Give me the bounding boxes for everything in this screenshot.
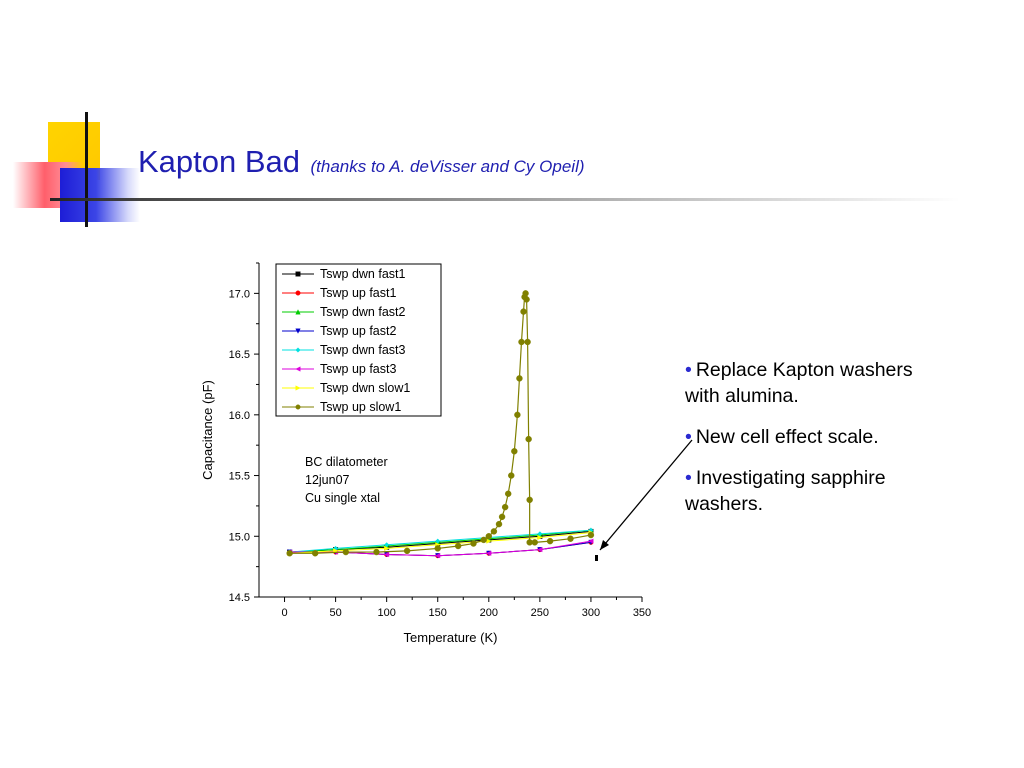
- bullet-item: • New cell effect scale.: [685, 424, 945, 450]
- x-tick-label: 350: [633, 607, 651, 619]
- data-point: [498, 513, 506, 521]
- y-tick-label: 15.0: [229, 531, 250, 543]
- legend-label: Tswp up fast1: [320, 286, 396, 300]
- data-point: [295, 309, 301, 315]
- decorative-vertical-line: [85, 112, 88, 227]
- slide-title: Kapton Bad (thanks to A. deVisser and Cy…: [138, 144, 585, 180]
- chart-annotation: Cu single xtal: [305, 491, 380, 505]
- data-point: [501, 503, 509, 511]
- series-tswp-dwn-slow1: [287, 530, 594, 556]
- data-point: [295, 347, 301, 353]
- x-tick-label: 0: [281, 607, 287, 619]
- data-point: [526, 496, 533, 504]
- data-point: [485, 533, 492, 540]
- data-point: [524, 338, 531, 346]
- data-point: [383, 551, 390, 558]
- data-point: [295, 366, 301, 372]
- data-point: [525, 435, 532, 443]
- data-point: [523, 296, 530, 303]
- data-point: [434, 545, 441, 552]
- data-point: [373, 548, 380, 556]
- y-tick-label: 16.0: [229, 410, 250, 422]
- slide-title-main: Kapton Bad: [138, 144, 301, 179]
- slide-title-note: (thanks to A. deVisser and Cy Opeil): [310, 157, 585, 176]
- data-point: [587, 531, 595, 539]
- data-point: [286, 550, 293, 557]
- bullet-icon: •: [685, 467, 692, 489]
- legend-label: Tswp up slow1: [320, 400, 401, 414]
- bullet-text: Replace Kapton washers with alumina.: [685, 359, 913, 407]
- bullet-item: • Investigating sapphire washers.: [685, 465, 945, 517]
- x-tick-label: 250: [531, 607, 549, 619]
- data-point: [486, 550, 492, 556]
- data-point: [588, 538, 594, 544]
- data-point: [511, 448, 518, 455]
- x-tick-label: 200: [480, 607, 498, 619]
- data-point: [537, 534, 543, 541]
- legend-label: Tswp up fast2: [320, 324, 396, 338]
- data-point: [518, 338, 525, 346]
- data-point: [520, 308, 527, 315]
- data-point: [295, 385, 301, 391]
- chart-annotation: 12jun07: [305, 473, 350, 487]
- title-underline: [50, 198, 960, 201]
- legend-label: Tswp up fast3: [320, 362, 396, 376]
- data-point: [384, 545, 390, 552]
- y-tick-label: 16.5: [229, 349, 250, 361]
- legend-label: Tswp dwn slow1: [320, 381, 410, 395]
- data-point: [537, 547, 543, 553]
- series-tswp-up-slow1: [286, 290, 595, 557]
- bullet-text: Investigating sapphire washers.: [685, 467, 886, 515]
- y-tick-label: 15.5: [229, 471, 250, 483]
- data-point: [490, 528, 498, 535]
- pointer-arrow-line: [599, 439, 693, 551]
- chart-annotation: BC dilatometer: [305, 455, 388, 469]
- data-point: [508, 472, 515, 479]
- x-tick-label: 300: [582, 607, 600, 619]
- legend-box: [275, 263, 442, 417]
- data-point: [567, 535, 574, 542]
- data-point: [295, 328, 301, 334]
- data-point: [505, 490, 512, 497]
- bullet-icon: •: [685, 426, 692, 448]
- data-point: [342, 548, 350, 556]
- series-line: [289, 293, 592, 554]
- data-point: [434, 553, 441, 559]
- x-axis-title: Temperature (K): [404, 630, 498, 645]
- data-point: [470, 540, 477, 547]
- x-tick-label: 100: [377, 607, 395, 619]
- y-tick-label: 17.0: [229, 288, 250, 300]
- legend-label: Tswp dwn fast1: [320, 267, 406, 281]
- y-axis-title: Capacitance (pF): [200, 380, 215, 480]
- y-tick-label: 14.5: [229, 592, 250, 604]
- data-point: [311, 550, 319, 557]
- decorative-blue-square: [60, 168, 140, 222]
- legend-label: Tswp dwn fast3: [320, 343, 406, 357]
- x-tick-label: 150: [429, 607, 447, 619]
- bullet-list: • Replace Kapton washers with alumina. • N…: [685, 357, 945, 532]
- bullet-item: • Replace Kapton washers with alumina.: [685, 357, 945, 409]
- marker-tick: [595, 555, 598, 561]
- data-point: [295, 271, 301, 277]
- bullet-text: New cell effect scale.: [695, 426, 879, 448]
- bullet-icon: •: [685, 359, 692, 381]
- data-point: [295, 404, 301, 410]
- data-point: [516, 375, 523, 382]
- data-point: [403, 547, 411, 555]
- data-point: [480, 536, 487, 544]
- data-point: [295, 290, 301, 296]
- legend-label: Tswp dwn fast2: [320, 305, 406, 319]
- data-point: [454, 542, 462, 550]
- x-tick-label: 50: [329, 607, 341, 619]
- data-point: [514, 411, 521, 419]
- data-point: [531, 539, 538, 546]
- data-point: [495, 520, 503, 528]
- pointer-arrow-head: [600, 540, 609, 550]
- data-point: [522, 290, 529, 297]
- data-point: [546, 537, 554, 545]
